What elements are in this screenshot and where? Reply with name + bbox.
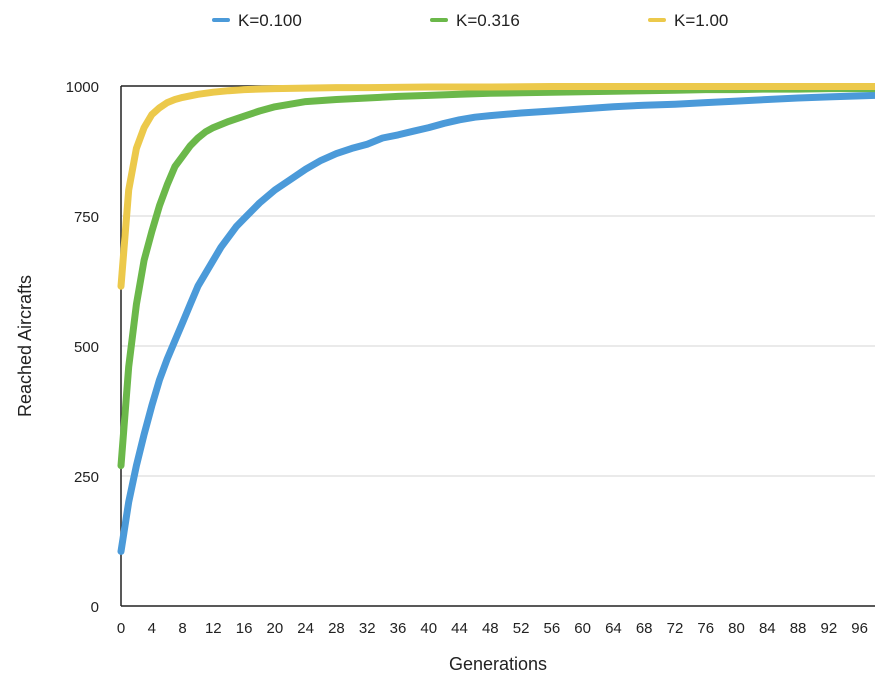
x-tick-label-4: 4: [148, 620, 156, 637]
x-tick-label-76: 76: [697, 620, 714, 637]
x-tick-label-12: 12: [205, 620, 222, 637]
y-axis-title: Reached Aircrafts: [15, 275, 35, 417]
x-tick-label-40: 40: [420, 620, 437, 637]
y-tick-label-750: 750: [74, 209, 99, 226]
x-tick-label-60: 60: [574, 620, 591, 637]
x-tick-label-72: 72: [667, 620, 684, 637]
x-tick-label-20: 20: [267, 620, 284, 637]
x-tick-label-36: 36: [390, 620, 407, 637]
x-tick-label-0: 0: [117, 620, 125, 637]
grid-lines: [121, 85, 875, 477]
x-tick-label-24: 24: [297, 620, 314, 637]
legend-label-1: K=0.100: [238, 11, 302, 30]
x-tick-label-64: 64: [605, 620, 622, 637]
x-tick-label-16: 16: [236, 620, 253, 637]
x-axis-ticks: 0 4 8 12 16 20 24 28 32 36 40 44 48 52 56 60 64 68 72 76 80 8…: [117, 620, 868, 637]
legend-label-3: K=1.00: [674, 11, 728, 30]
series-line-3: [117, 83, 875, 290]
x-tick-label-8: 8: [178, 620, 186, 637]
x-tick-label-84: 84: [759, 620, 776, 637]
legend: K=0.100 K=0.316 K=1.00: [212, 11, 728, 30]
x-tick-label-48: 48: [482, 620, 499, 637]
x-tick-label-52: 52: [513, 620, 530, 637]
y-tick-label-500: 500: [74, 339, 99, 356]
x-tick-label-68: 68: [636, 620, 653, 637]
x-tick-label-32: 32: [359, 620, 376, 637]
plot-area: [117, 83, 875, 607]
y-axis-ticks: 0 250 500 750 1000: [66, 79, 99, 616]
x-tick-label-28: 28: [328, 620, 345, 637]
legend-label-2: K=0.316: [456, 11, 520, 30]
x-tick-label-56: 56: [544, 620, 561, 637]
series-line-2: [117, 85, 875, 470]
x-tick-label-96: 96: [851, 620, 868, 637]
x-tick-label-92: 92: [820, 620, 837, 637]
y-tick-label-1000: 1000: [66, 79, 99, 96]
x-tick-label-80: 80: [728, 620, 745, 637]
series-line-1: [117, 91, 875, 555]
x-axis-title: Generations: [449, 654, 547, 674]
x-tick-label-44: 44: [451, 620, 468, 637]
x-tick-label-88: 88: [790, 620, 807, 637]
y-tick-label-250: 250: [74, 469, 99, 486]
y-tick-label-0: 0: [91, 599, 99, 616]
